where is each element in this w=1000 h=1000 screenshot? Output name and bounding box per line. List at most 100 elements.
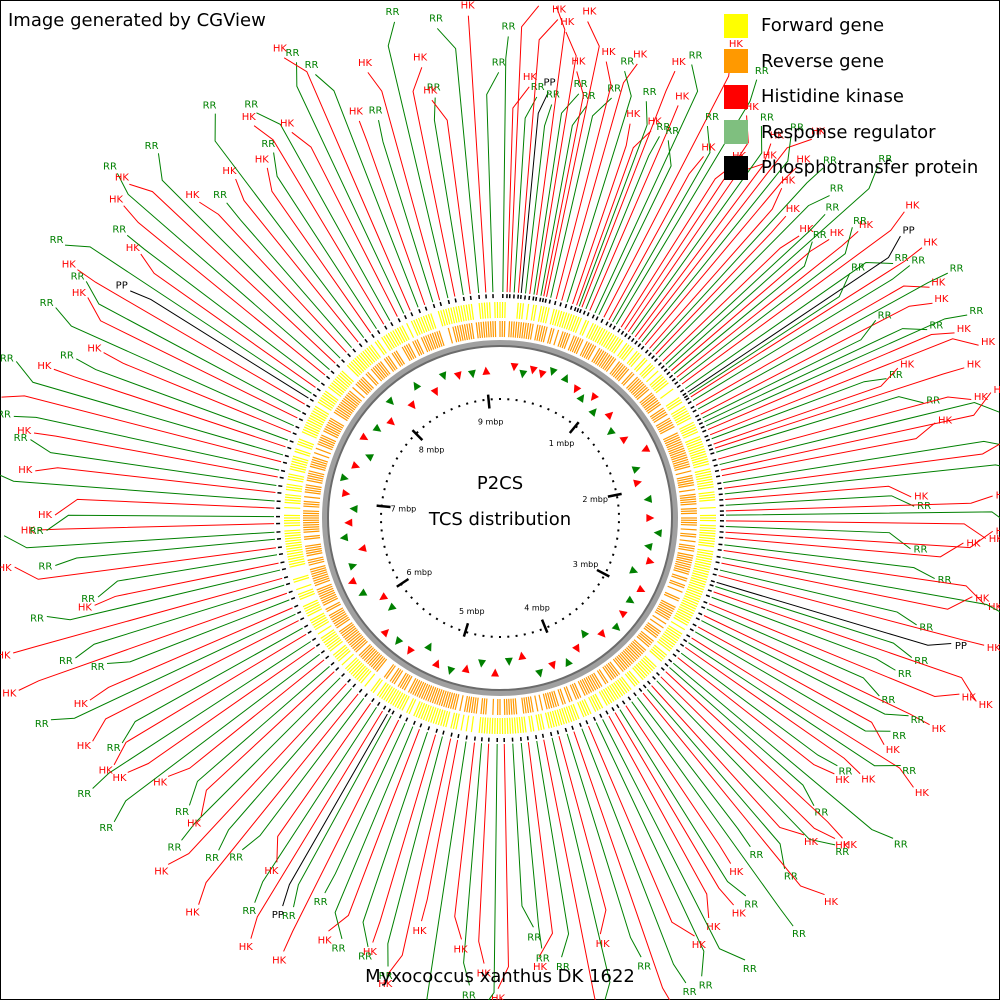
tcs-position-tick bbox=[307, 630, 312, 634]
forward-gene-tick bbox=[581, 320, 590, 336]
forward-gene-tick bbox=[677, 608, 693, 617]
tcs-arrowhead bbox=[529, 365, 538, 375]
forward-gene-tick bbox=[478, 717, 482, 734]
forward-gene-tick bbox=[356, 355, 368, 369]
reverse-gene-tick bbox=[431, 332, 439, 349]
tcs-marker-line bbox=[293, 715, 392, 908]
tcs-marker-line bbox=[638, 138, 812, 340]
tcs-arrowhead bbox=[407, 400, 416, 410]
reverse-gene-tick bbox=[401, 346, 411, 362]
minor-tick bbox=[388, 472, 391, 475]
forward-gene-tick bbox=[540, 713, 545, 730]
reverse-gene-tick bbox=[480, 321, 484, 338]
tcs-marker-label: HK bbox=[811, 127, 826, 138]
forward-gene-tick bbox=[289, 562, 306, 568]
tcs-arrowhead bbox=[560, 374, 568, 384]
tcs-marker-line bbox=[167, 683, 347, 865]
tcs-position-tick bbox=[707, 444, 712, 447]
forward-gene-tick bbox=[286, 486, 303, 490]
forward-gene-tick bbox=[307, 419, 323, 428]
reverse-gene-tick bbox=[612, 364, 624, 378]
tcs-marker-line bbox=[631, 701, 794, 927]
reverse-gene-tick bbox=[341, 625, 356, 637]
forward-gene-tick bbox=[334, 646, 348, 658]
forward-gene-tick bbox=[425, 314, 432, 331]
forward-gene-tick bbox=[483, 717, 487, 734]
reverse-gene-tick bbox=[372, 367, 384, 381]
tcs-marker-line bbox=[107, 599, 290, 664]
tcs-arrowhead bbox=[629, 566, 639, 574]
reverse-gene-tick bbox=[303, 510, 320, 513]
reverse-gene-tick bbox=[672, 458, 689, 465]
forward-gene-tick bbox=[592, 694, 601, 710]
forward-gene-tick bbox=[413, 701, 421, 717]
tcs-position-tick bbox=[465, 735, 468, 740]
tcs-marker-line bbox=[690, 247, 923, 398]
tcs-marker-line bbox=[291, 131, 398, 317]
reverse-gene-tick bbox=[534, 695, 539, 712]
minor-tick bbox=[592, 589, 596, 593]
forward-gene-tick bbox=[689, 448, 705, 455]
forward-gene-tick bbox=[323, 392, 338, 403]
reverse-gene-tick bbox=[630, 642, 644, 655]
reverse-gene-tick bbox=[675, 560, 692, 566]
reverse-gene-tick bbox=[358, 644, 371, 657]
forward-gene-tick bbox=[513, 717, 517, 734]
tcs-position-tick bbox=[701, 605, 706, 609]
forward-gene-tick bbox=[690, 576, 707, 583]
tcs-position-tick bbox=[283, 575, 289, 579]
tcs-marker-label: RR bbox=[851, 262, 865, 273]
forward-gene-tick bbox=[533, 304, 537, 321]
forward-gene-tick bbox=[602, 332, 613, 348]
forward-gene-tick bbox=[579, 701, 587, 717]
forward-gene-tick bbox=[415, 702, 423, 718]
forward-gene-tick bbox=[320, 629, 335, 640]
tcs-position-tick bbox=[418, 308, 421, 314]
tcs-marker-label: RR bbox=[71, 271, 85, 282]
tcs-position-tick bbox=[358, 688, 363, 693]
forward-gene-tick bbox=[521, 716, 525, 733]
tcs-position-tick bbox=[569, 305, 573, 310]
tcs-position-tick bbox=[651, 355, 655, 360]
forward-gene-tick bbox=[581, 700, 590, 716]
tcs-marker-line bbox=[520, 742, 543, 949]
tcs-position-tick bbox=[347, 353, 351, 358]
tcs-position-tick bbox=[277, 546, 283, 549]
reverse-gene-tick bbox=[605, 358, 617, 372]
forward-gene-tick bbox=[565, 314, 573, 330]
center-subtitle: TCS distribution bbox=[428, 509, 571, 530]
response-regulator-swatch-icon bbox=[724, 120, 748, 145]
forward-gene-tick bbox=[683, 431, 699, 439]
forward-gene-tick bbox=[303, 601, 319, 610]
reverse-gene-tick bbox=[360, 378, 373, 391]
tcs-marker-line bbox=[520, 91, 549, 294]
tcs-position-tick bbox=[683, 394, 689, 399]
tcs-marker-label: HK bbox=[461, 1, 476, 12]
tcs-position-tick bbox=[435, 728, 439, 733]
tcs-marker-label: RR bbox=[0, 353, 14, 364]
forward-gene-tick bbox=[470, 303, 475, 320]
tcs-marker-label: RR bbox=[878, 154, 892, 165]
forward-gene-tick bbox=[572, 703, 580, 720]
tcs-marker-label: RR bbox=[0, 409, 11, 420]
tcs-marker-line bbox=[687, 235, 901, 393]
reverse-gene-tick bbox=[425, 685, 433, 701]
forward-gene-tick bbox=[605, 334, 615, 349]
reverse-gene-tick bbox=[583, 343, 593, 359]
reverse-gene-tick bbox=[667, 585, 683, 593]
tcs-position-tick bbox=[549, 731, 553, 737]
tcs-marker-line bbox=[328, 728, 420, 932]
tcs-marker-label: RR bbox=[77, 789, 91, 800]
tcs-position-tick bbox=[300, 617, 305, 621]
tcs-arrowhead bbox=[633, 479, 642, 488]
tcs-marker-line bbox=[94, 562, 279, 606]
forward-gene-tick bbox=[354, 665, 367, 679]
forward-gene-tick bbox=[698, 541, 715, 545]
tcs-marker-line bbox=[387, 736, 443, 967]
tcs-marker-label: RR bbox=[112, 224, 126, 235]
tcs-marker-line bbox=[722, 557, 1000, 613]
reverse-gene-tick bbox=[557, 331, 564, 347]
forward-gene-tick bbox=[298, 438, 315, 446]
tcs-marker-label: RR bbox=[917, 501, 931, 512]
